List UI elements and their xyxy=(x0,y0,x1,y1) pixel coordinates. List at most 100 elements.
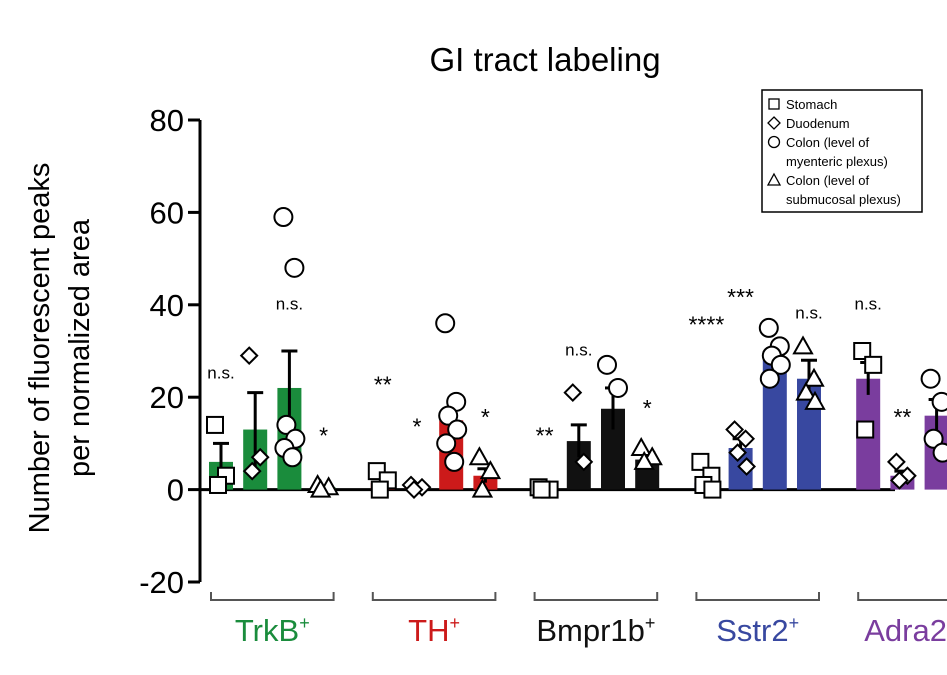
group-label-name: Adra2a xyxy=(864,613,947,648)
data-point-circle xyxy=(920,368,941,389)
group-label-superscript: + xyxy=(645,613,656,633)
significance-label: * xyxy=(481,404,490,430)
legend-diamond-icon xyxy=(767,116,781,130)
data-point-triangle xyxy=(309,478,332,498)
data-point-diamond xyxy=(574,452,594,472)
data-point-square xyxy=(370,480,389,499)
data-point-circle xyxy=(435,313,456,334)
significance-label: * xyxy=(643,395,652,421)
group-label: Sstr2+ xyxy=(716,613,799,648)
y-tick-label: 80 xyxy=(150,103,184,138)
legend-box xyxy=(761,89,923,213)
data-point-square xyxy=(209,475,227,494)
data-point-circle xyxy=(608,377,628,398)
group-label-superscript: + xyxy=(789,613,800,633)
group-label-name: Sstr2 xyxy=(716,613,788,648)
legend-label: Colon (level of xyxy=(786,135,869,150)
y-tick-label: -20 xyxy=(139,565,184,600)
group-label-superscript: + xyxy=(299,613,310,633)
legend-label-line2: myenteric plexus) xyxy=(786,154,888,169)
legend-triangle-icon xyxy=(766,172,782,186)
group-label: TH+ xyxy=(408,613,460,648)
data-point-circle xyxy=(276,414,297,435)
significance-layer: n.s.n.s.*******n.s.********n.s.n.s.*** xyxy=(207,284,911,449)
legend-circle-icon xyxy=(767,135,781,149)
data-point-circle xyxy=(758,317,779,338)
data-point-diamond xyxy=(889,470,909,490)
data-point-diamond xyxy=(725,420,745,439)
data-point-circle xyxy=(282,447,303,468)
data-point-square xyxy=(703,480,722,499)
y-tick-label: 60 xyxy=(150,195,184,230)
data-point-circle xyxy=(273,207,294,228)
data-point-square xyxy=(853,342,872,360)
y-axis: -20 0 20 40 60 80 xyxy=(139,103,895,600)
group-label: Adra2a+ xyxy=(864,613,947,648)
data-point-circle xyxy=(923,428,944,449)
data-point-square xyxy=(691,452,710,471)
data-point-triangle xyxy=(795,381,817,401)
y-tick-label: 0 xyxy=(167,473,184,508)
data-point-circle xyxy=(444,451,465,472)
data-point-circle xyxy=(438,405,459,426)
group-labels: TrkB+TH+Bmpr1b+Sstr2+Adra2a+ xyxy=(210,592,947,648)
y-axis-label-line2: per normalized area xyxy=(64,218,96,477)
legend: Stomach Duodenum Colon (level of myenteric … xyxy=(761,89,923,213)
data-point-square xyxy=(856,420,875,439)
legend-label-line2: submucosal plexus) xyxy=(786,192,901,207)
significance-label: ** xyxy=(893,404,911,430)
data-point-diamond xyxy=(239,346,259,366)
data-point-circle xyxy=(447,419,468,440)
significance-label: * xyxy=(413,413,422,439)
y-tick-label: 40 xyxy=(150,288,184,323)
significance-label: n.s. xyxy=(854,294,881,313)
data-point-diamond xyxy=(728,443,748,463)
data-point-square xyxy=(864,355,883,374)
significance-label: n.s. xyxy=(565,341,592,360)
data-point-circle xyxy=(931,391,947,412)
data-point-circle xyxy=(436,433,457,454)
data-point-triangle xyxy=(630,436,652,457)
significance-label: n.s. xyxy=(795,304,822,323)
data-point-triangle xyxy=(803,367,825,387)
data-point-diamond xyxy=(736,429,756,449)
data-point-diamond xyxy=(404,480,424,500)
legend-square-icon xyxy=(768,98,780,110)
data-point-diamond xyxy=(242,461,262,481)
data-point-triangle xyxy=(792,335,814,355)
significance-label: *** xyxy=(727,284,754,310)
y-axis-label-line1: Number of fluorescent peaks xyxy=(24,163,56,534)
significance-label: **** xyxy=(688,312,724,338)
data-point-square xyxy=(532,480,551,499)
data-point-diamond xyxy=(886,452,906,472)
chart-title: GI tract labeling xyxy=(429,41,660,78)
bars-layer xyxy=(206,207,947,500)
legend-label: Colon (level of xyxy=(786,173,869,188)
significance-label: ** xyxy=(536,423,554,449)
group-label: Bmpr1b+ xyxy=(536,613,655,648)
data-point-diamond xyxy=(250,447,270,467)
group-label-name: TH xyxy=(408,613,449,648)
y-tick-label: 20 xyxy=(150,380,184,415)
data-point-circle xyxy=(284,257,305,278)
data-point-circle xyxy=(770,354,791,375)
group-bracket xyxy=(695,592,820,601)
group-label-name: Bmpr1b xyxy=(536,613,645,648)
data-point-circle xyxy=(932,442,947,463)
group-label-name: TrkB xyxy=(235,613,299,648)
data-point-circle xyxy=(597,354,617,375)
data-point-triangle xyxy=(471,478,494,498)
legend-label: Stomach xyxy=(786,97,837,112)
group-label: TrkB+ xyxy=(235,613,310,648)
group-bracket xyxy=(371,592,497,601)
data-point-square xyxy=(206,415,224,434)
significance-label: ** xyxy=(374,372,392,398)
data-point-diamond xyxy=(737,457,757,476)
data-point-circle xyxy=(759,368,780,389)
legend-label: Duodenum xyxy=(786,116,850,131)
group-bracket xyxy=(857,592,947,601)
significance-label: n.s. xyxy=(276,294,303,313)
group-bracket xyxy=(210,592,335,601)
significance-label: n.s. xyxy=(207,364,234,383)
